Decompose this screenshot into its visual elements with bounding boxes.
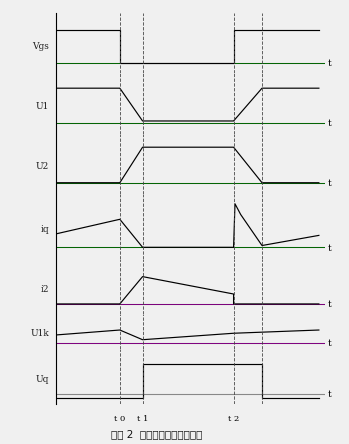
Text: i2: i2: [40, 285, 49, 294]
Text: t 0: t 0: [114, 416, 125, 424]
Text: U2: U2: [36, 162, 49, 171]
Text: Uq: Uq: [36, 375, 49, 384]
Text: t: t: [328, 179, 332, 188]
Text: t: t: [328, 244, 332, 253]
Text: t 2: t 2: [228, 416, 239, 424]
Text: U1k: U1k: [30, 329, 49, 338]
Text: t 1: t 1: [137, 416, 148, 424]
Text: t: t: [328, 59, 332, 68]
Text: t: t: [328, 300, 332, 309]
Text: 图表 2  单端反激电源工作过程: 图表 2 单端反激电源工作过程: [111, 429, 203, 440]
Text: Vgs: Vgs: [32, 42, 49, 51]
Text: iq: iq: [40, 225, 49, 234]
Text: t: t: [328, 390, 332, 399]
Text: U1: U1: [36, 102, 49, 111]
Text: t: t: [328, 339, 332, 348]
Text: t: t: [328, 119, 332, 128]
